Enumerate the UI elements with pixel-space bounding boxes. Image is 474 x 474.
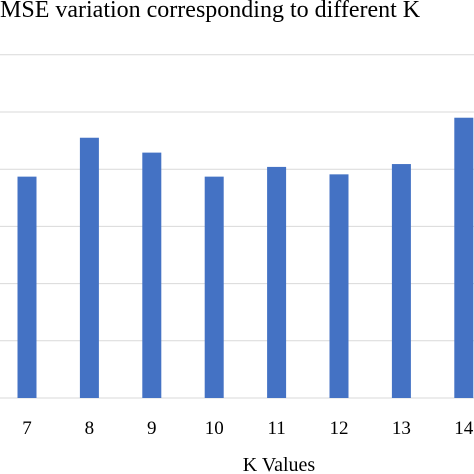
x-tick-label-13: 13 [392, 418, 411, 439]
x-tick-label-14: 14 [454, 418, 474, 439]
gridlines [0, 54, 474, 399]
x-tick-label-9: 9 [147, 418, 157, 439]
chart-title: MSE variation corresponding to different… [0, 0, 421, 23]
x-tick-label-11: 11 [267, 418, 285, 439]
bar-k-10 [204, 176, 224, 398]
bars [17, 117, 474, 399]
bar-k-14 [454, 117, 474, 398]
bar-k-9 [142, 152, 162, 398]
bar-k-13 [391, 164, 411, 398]
x-tick-labels: 7 8 9 10 11 12 13 14 [22, 418, 474, 439]
x-tick-label-8: 8 [85, 418, 95, 439]
bar-k-11 [267, 166, 287, 398]
x-tick-label-12: 12 [330, 418, 349, 439]
x-tick-label-7: 7 [22, 418, 32, 439]
bar-k-7 [17, 176, 37, 398]
x-tick-label-10: 10 [205, 418, 224, 439]
bar-k-12 [329, 174, 349, 398]
bar-k-8 [79, 137, 99, 399]
x-axis-label: K Values [243, 454, 316, 474]
